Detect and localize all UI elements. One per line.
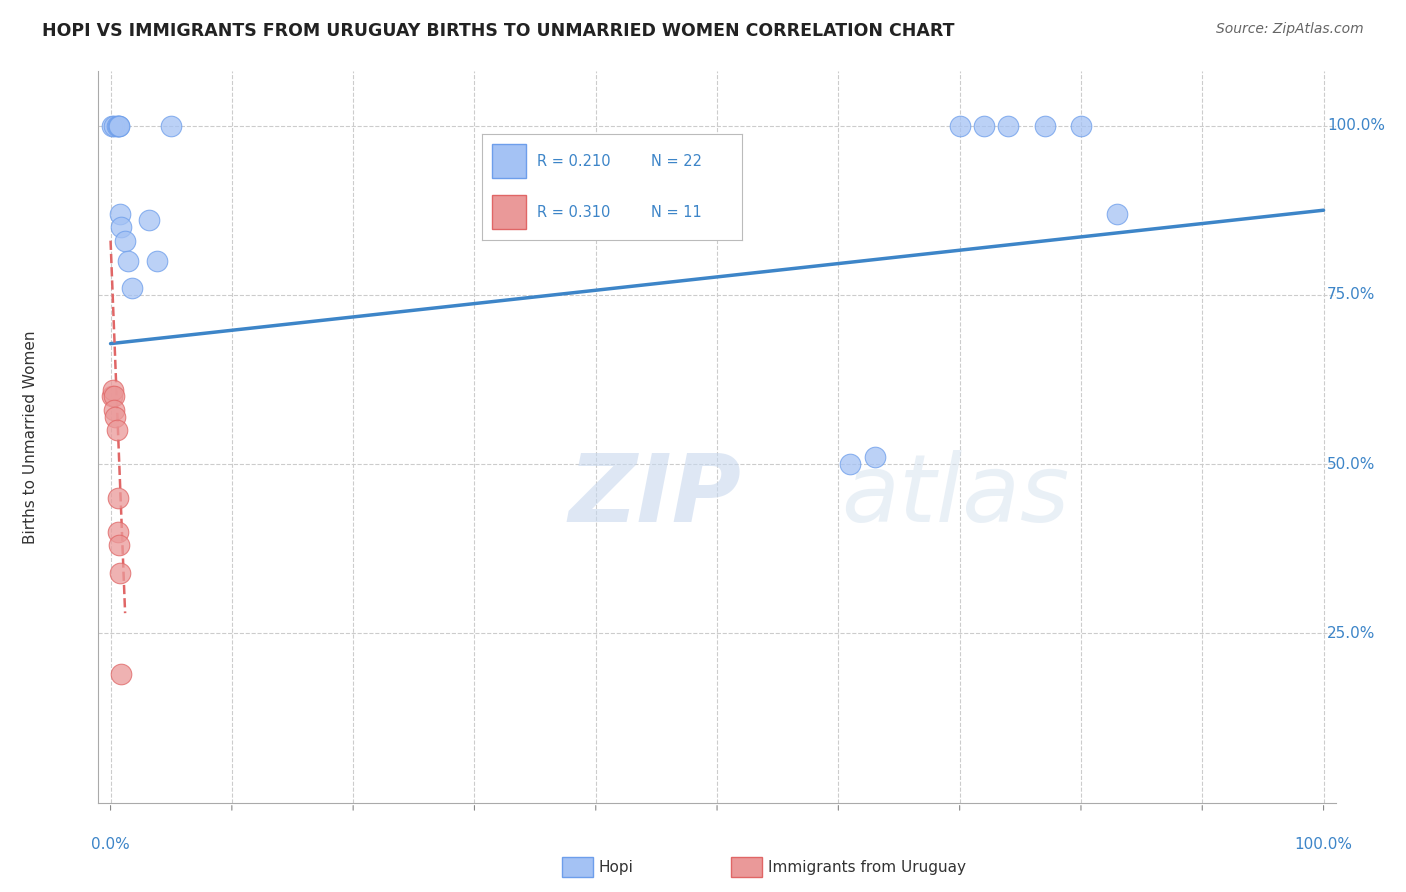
Text: 100.0%: 100.0% xyxy=(1295,837,1353,852)
Point xyxy=(100,119,122,133)
Point xyxy=(839,457,862,471)
Point xyxy=(160,119,183,133)
Point xyxy=(117,254,139,268)
Point xyxy=(1033,119,1056,133)
Point xyxy=(103,403,125,417)
Point xyxy=(100,389,122,403)
Point xyxy=(973,119,995,133)
Point xyxy=(863,450,886,465)
Point xyxy=(101,383,124,397)
Point xyxy=(1107,206,1129,220)
Point xyxy=(110,566,132,580)
Point xyxy=(103,389,125,403)
Point xyxy=(107,524,129,539)
Text: Source: ZipAtlas.com: Source: ZipAtlas.com xyxy=(1216,22,1364,37)
Point xyxy=(108,119,131,133)
Text: 25.0%: 25.0% xyxy=(1327,626,1375,641)
Point xyxy=(145,254,167,268)
Point xyxy=(105,119,128,133)
Text: atlas: atlas xyxy=(841,450,1069,541)
Text: ZIP: ZIP xyxy=(568,450,741,541)
Point xyxy=(110,206,132,220)
Point xyxy=(108,119,131,133)
Point xyxy=(997,119,1019,133)
Point xyxy=(1070,119,1092,133)
Point xyxy=(107,119,129,133)
Point xyxy=(114,234,136,248)
Point xyxy=(108,538,131,552)
Point xyxy=(121,281,143,295)
Text: 50.0%: 50.0% xyxy=(1327,457,1375,472)
Point xyxy=(104,409,127,424)
Text: Immigrants from Uruguay: Immigrants from Uruguay xyxy=(768,861,966,875)
Text: Births to Unmarried Women: Births to Unmarried Women xyxy=(22,330,38,544)
Point xyxy=(103,119,125,133)
Point xyxy=(105,423,128,437)
Text: Hopi: Hopi xyxy=(599,861,634,875)
Text: 75.0%: 75.0% xyxy=(1327,287,1375,302)
Point xyxy=(107,491,129,505)
Point xyxy=(110,667,132,681)
Text: HOPI VS IMMIGRANTS FROM URUGUAY BIRTHS TO UNMARRIED WOMEN CORRELATION CHART: HOPI VS IMMIGRANTS FROM URUGUAY BIRTHS T… xyxy=(42,22,955,40)
Text: 100.0%: 100.0% xyxy=(1327,118,1385,133)
Point xyxy=(949,119,972,133)
Point xyxy=(110,220,132,235)
Point xyxy=(138,213,160,227)
Text: 0.0%: 0.0% xyxy=(91,837,129,852)
